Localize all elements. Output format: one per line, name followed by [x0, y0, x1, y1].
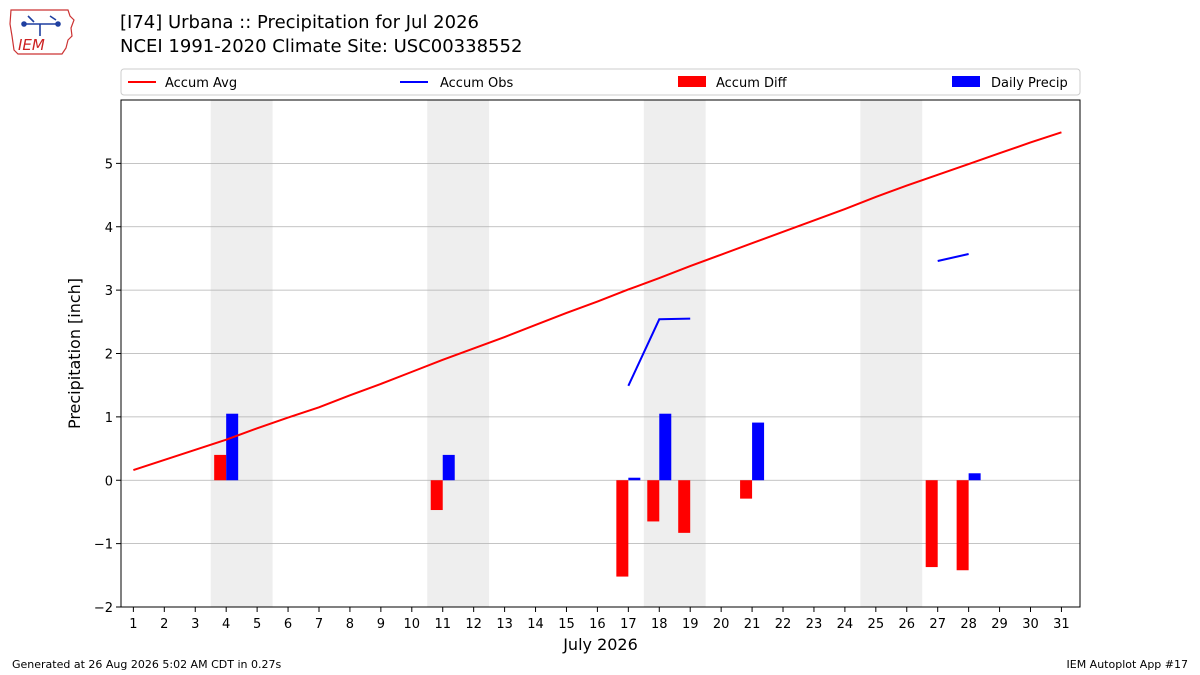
x-axis-label: July 2026	[562, 635, 638, 654]
accum-obs-line	[937, 253, 969, 262]
x-tick-label: 18	[651, 617, 668, 632]
y-tick-label: 2	[105, 348, 113, 363]
y-tick-label: 5	[105, 157, 113, 172]
legend-daily-precip-handle	[952, 76, 980, 87]
x-tick-label: 29	[991, 617, 1008, 632]
accum-diff-bar	[616, 480, 629, 577]
x-tick-label: 24	[837, 617, 854, 632]
legend-accum-obs-label: Accum Obs	[440, 76, 513, 91]
daily-precip-bar	[968, 473, 981, 481]
x-tick-label: 5	[253, 617, 261, 632]
daily-precip-bar	[226, 413, 239, 481]
legend-accum-diff-handle	[678, 76, 706, 87]
x-tick-label: 22	[775, 617, 792, 632]
app-label: IEM Autoplot App #17	[1066, 658, 1189, 671]
daily-precip-bar	[752, 422, 765, 481]
x-tick-label: 12	[465, 617, 482, 632]
x-tick-label: 23	[806, 617, 823, 632]
x-tick-label: 13	[496, 617, 513, 632]
x-tick-label: 15	[558, 617, 575, 632]
accum-obs-line	[627, 317, 691, 387]
iowa-outline-icon	[9, 9, 75, 55]
x-tick-label: 6	[284, 617, 292, 632]
chart-subtitle: NCEI 1991-2020 Climate Site: USC00338552	[120, 36, 523, 57]
x-tick-label: 19	[682, 617, 699, 632]
y-tick-label: 0	[105, 474, 113, 489]
chart-title: [I74] Urbana :: Precipitation for Jul 20…	[120, 12, 479, 33]
y-tick-label: 3	[105, 284, 113, 299]
y-tick-label: 4	[105, 221, 113, 236]
x-tick-label: 11	[434, 617, 451, 632]
y-axis-label: Precipitation [inch]	[65, 278, 84, 429]
accum-diff-bar	[925, 480, 938, 568]
accum-diff-bar	[956, 480, 969, 571]
legend-accum-diff-label: Accum Diff	[716, 76, 788, 91]
daily-precip-bar	[659, 413, 672, 481]
x-tick-label: 30	[1022, 617, 1039, 632]
daily-precip-bar	[442, 454, 455, 481]
generated-timestamp: Generated at 26 Aug 2026 5:02 AM CDT in …	[12, 658, 282, 671]
accum-diff-bar	[214, 454, 227, 481]
x-tick-label: 14	[527, 617, 544, 632]
x-tick-label: 17	[620, 617, 637, 632]
y-tick-label: −2	[94, 601, 113, 616]
accum-diff-bar	[678, 480, 691, 533]
x-tick-label: 20	[713, 617, 730, 632]
x-tick-label: 7	[315, 617, 323, 632]
x-tick-label: 1	[129, 617, 137, 632]
legend-accum-avg-label: Accum Avg	[165, 76, 237, 91]
accum-diff-bar	[430, 480, 443, 511]
y-tick-label: 1	[105, 411, 113, 426]
x-tick-label: 10	[404, 617, 421, 632]
x-tick-label: 21	[744, 617, 761, 632]
x-tick-label: 27	[929, 617, 946, 632]
y-tick-label: −1	[94, 538, 113, 553]
x-tick-label: 4	[222, 617, 230, 632]
iem-logo: IEM	[9, 9, 75, 55]
daily-precip-bar	[628, 477, 641, 481]
x-tick-label: 16	[589, 617, 606, 632]
legend-box	[120, 68, 1081, 96]
logo-text: IEM	[18, 36, 45, 54]
x-tick-label: 26	[898, 617, 915, 632]
accum-avg-line	[133, 131, 1062, 472]
accum-diff-bar	[647, 480, 660, 522]
weather-station-icon	[21, 15, 61, 36]
x-tick-label: 31	[1053, 617, 1070, 632]
x-tick-label: 28	[960, 617, 977, 632]
x-tick-label: 8	[346, 617, 354, 632]
x-tick-label: 2	[160, 617, 168, 632]
x-tick-label: 25	[868, 617, 885, 632]
accum-diff-bar	[740, 480, 753, 499]
x-tick-label: 3	[191, 617, 199, 632]
x-tick-label: 9	[377, 617, 385, 632]
legend-daily-precip-label: Daily Precip	[991, 76, 1068, 91]
